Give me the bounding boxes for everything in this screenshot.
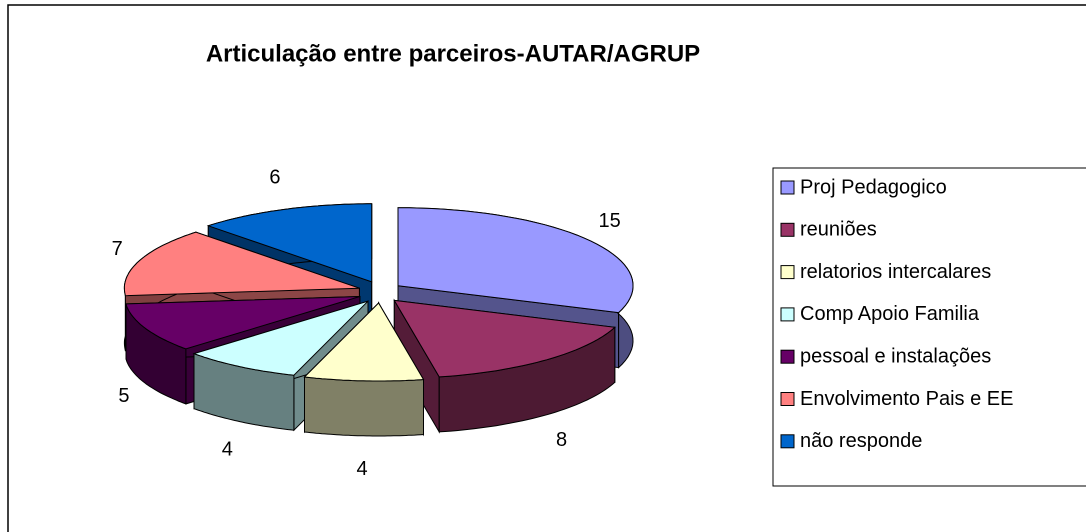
legend-label: relatorios intercalares [800,261,991,283]
chart-title: Articulação entre parceiros-AUTAR/AGRUP [206,40,700,67]
pie-slice [303,301,425,437]
legend-label: Comp Apoio Familia [800,303,980,325]
legend-swatch [780,180,795,195]
legend-label: Proj Pedagogico [800,176,947,198]
data-label: 4 [356,458,367,480]
slice-top [125,296,361,350]
data-label: 6 [269,166,280,188]
data-label: 15 [599,210,621,232]
slice-top [393,299,616,378]
legend-label: reuniões [800,219,877,241]
legend-label: Envolvimento Pais e EE [800,388,1013,410]
legend-swatch [780,434,795,449]
legend-swatch [780,349,795,364]
legend-swatch [780,392,795,406]
legend-label: não responde [800,430,922,452]
legend-label: pessoal e instalações [800,345,991,367]
slice-top [206,203,373,283]
data-label: 5 [118,385,129,407]
slice-top [192,300,369,376]
legend-swatch [780,307,795,322]
slice-wall [304,376,424,437]
legend-swatch [780,222,795,237]
legend-box [772,167,1086,487]
legend-swatch [780,265,795,280]
data-label: 4 [222,438,233,460]
slice-top [397,207,634,314]
pie-slice [393,298,616,434]
data-label: 7 [112,238,123,260]
slice-top [123,231,360,297]
slice-top [303,302,425,382]
data-label: 8 [556,429,567,451]
